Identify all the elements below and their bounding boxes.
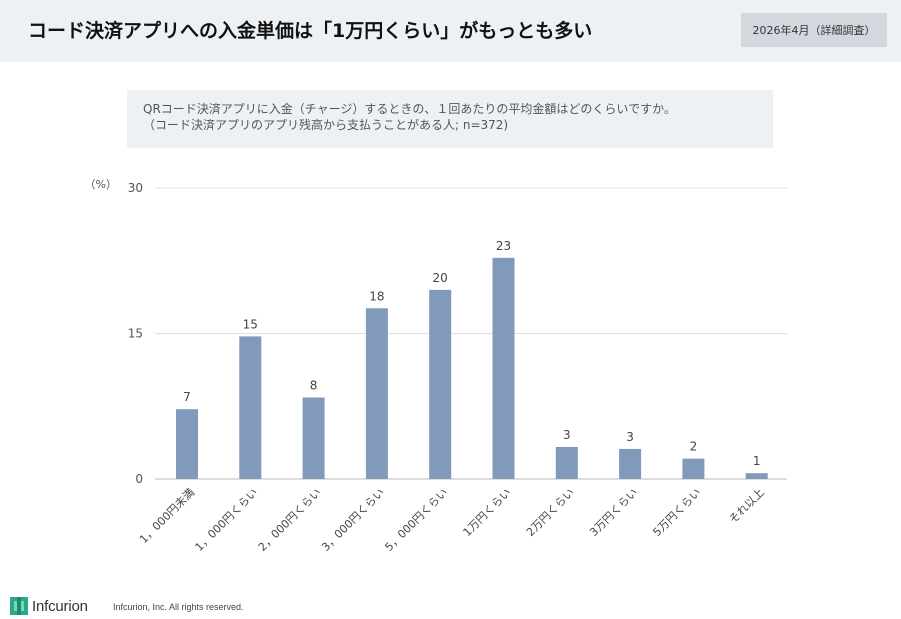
bar xyxy=(365,308,388,479)
header-bar: コード決済アプリへの入金単価は「1万円くらい」がもっとも多い 2026年4月（詳… xyxy=(0,0,901,62)
y-tick-label: 0 xyxy=(135,472,143,486)
bar xyxy=(619,448,642,479)
x-category-label: 2，000円くらい xyxy=(256,486,324,554)
y-axis-unit-label: （%） xyxy=(85,178,117,191)
bar xyxy=(302,397,325,479)
data-label: 7 xyxy=(183,390,191,404)
data-label: 1 xyxy=(753,454,761,468)
data-label: 8 xyxy=(310,379,318,393)
bar xyxy=(176,409,198,479)
data-label: 18 xyxy=(369,289,384,303)
x-category-label: 1，000円未満 xyxy=(137,486,197,546)
x-category-label: 3，000円くらい xyxy=(319,486,387,554)
x-category-label: 5万円くらい xyxy=(650,486,703,539)
question-line-1: QRコード決済アプリに入金（チャージ）するときの、１回あたりの平均金額はどのくら… xyxy=(143,102,676,116)
infcurion-logo-icon xyxy=(10,597,28,615)
data-label: 3 xyxy=(626,430,634,444)
y-tick-label: 15 xyxy=(128,327,143,341)
bar xyxy=(492,257,515,479)
x-category-label: 3万円くらい xyxy=(587,486,640,539)
data-label: 23 xyxy=(496,239,511,253)
data-label: 15 xyxy=(243,317,258,331)
footer-logo: Infcurion xyxy=(10,597,88,615)
bar-chart: （%） 0 15 30 7 1，000円未満 15 1，000円くらい 8 2，000円くらい 1… xyxy=(85,178,787,554)
page-title: コード決済アプリへの入金単価は「1万円くらい」がもっとも多い xyxy=(28,20,593,42)
data-label: 2 xyxy=(690,440,698,454)
data-label: 3 xyxy=(563,428,571,442)
question-box: QRコード決済アプリに入金（チャージ）するときの、１回あたりの平均金額はどのくら… xyxy=(127,90,773,148)
x-category-label: 2万円くらい xyxy=(524,486,577,539)
bar xyxy=(555,446,578,479)
bar xyxy=(745,473,768,479)
date-badge: 2026年4月（詳細調査） xyxy=(741,13,887,47)
bar xyxy=(239,336,262,479)
logo-text: Infcurion xyxy=(32,597,88,615)
bar xyxy=(429,289,452,479)
x-category-label: 1，000円くらい xyxy=(193,486,261,554)
y-tick-label: 30 xyxy=(128,181,143,195)
bar xyxy=(682,458,705,479)
data-label: 20 xyxy=(433,271,448,285)
question-line-2: （コード決済アプリのアプリ残高から支払うことがある人; n=372) xyxy=(143,118,509,132)
x-category-label: それ以上 xyxy=(727,486,767,526)
x-category-label: 1万円くらい xyxy=(461,486,514,539)
x-category-label: 5，000円くらい xyxy=(382,486,450,554)
copyright-text: Infcurion, Inc. All rights reserved. xyxy=(113,602,244,612)
